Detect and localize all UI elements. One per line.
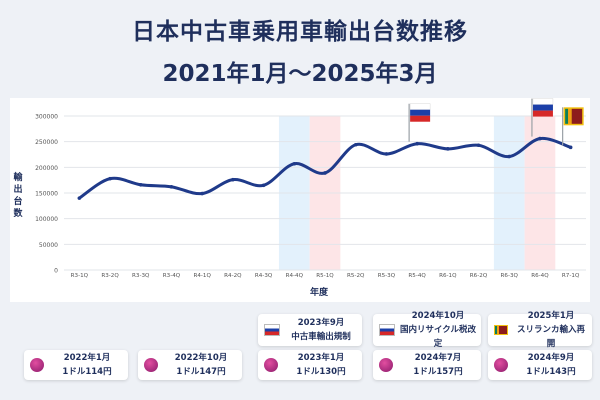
rate-value: 1ドル130円 (296, 367, 346, 377)
y-tick-label: 300000 (35, 114, 58, 121)
data-point (384, 152, 389, 156)
x-tick-label: R7-1Q (562, 273, 580, 279)
russia-flag-stripe-white (409, 103, 431, 110)
rate-value: 1ドル114円 (62, 367, 112, 377)
x-tick-label: R4-2Q (224, 273, 242, 279)
currency-icon (494, 358, 508, 372)
data-point (415, 141, 419, 146)
data-point (568, 145, 573, 150)
x-tick-label: R6-1Q (439, 273, 457, 279)
sri-lanka-flag-orange (568, 108, 572, 124)
event-card-srilanka: 2025年1月スリランカ輸入再開 (488, 311, 592, 349)
x-tick-label: R3-3Q (132, 273, 150, 279)
data-point (323, 171, 327, 175)
currency-icon (30, 358, 44, 372)
x-tick-label: R3-1Q (71, 273, 89, 279)
event-card-russia-regulation: 2023年9月 中古車輸出規制 (258, 314, 362, 346)
sri-lanka-flag-icon (494, 325, 508, 335)
event-desc: 中古車輸出規制 (291, 332, 351, 342)
x-tick-label: R4-1Q (193, 273, 211, 279)
russia-flag-stripe-blue (532, 104, 553, 111)
data-point (476, 143, 481, 148)
x-tick-label: R4-4Q (286, 273, 304, 279)
event-desc: スリランカ輸入再開 (516, 325, 585, 349)
event-card-russia-tax: 2024年10月国内リサイクル税改定 (373, 311, 481, 349)
data-point (261, 183, 266, 188)
x-tick-label: R3-2Q (101, 273, 119, 279)
x-axis-title: 年度 (310, 286, 329, 298)
russia-flag-stripe-white (532, 98, 554, 105)
x-tick-label: R6-3Q (501, 273, 519, 279)
y-tick-label: 50000 (39, 242, 58, 249)
data-point (231, 177, 235, 182)
data-point (353, 142, 358, 147)
event-desc: 国内リサイクル税改定 (399, 325, 477, 349)
sri-lanka-flag-maroon (571, 108, 583, 124)
data-point (446, 147, 450, 151)
y-axis-title-char: 台 (13, 195, 22, 207)
event-date: 2023年9月 (297, 318, 345, 328)
y-axis-title-char: 輸 (13, 171, 23, 183)
currency-icon (264, 358, 278, 372)
rate-date: 2022年1月 (63, 353, 111, 363)
event-date: 2025年1月 (527, 311, 575, 321)
currency-icon (379, 358, 393, 372)
chart-subtitle: 2021年1月～2025年3月 (162, 61, 438, 87)
rate-value: 1ドル143円 (526, 367, 576, 377)
russia-flag-icon (379, 324, 395, 336)
y-tick-label: 250000 (35, 139, 58, 146)
rate-value: 1ドル157円 (413, 367, 463, 377)
currency-icon (144, 358, 158, 372)
rate-card: 2024年7月 1ドル157円 (373, 350, 481, 380)
rate-date: 2023年1月 (297, 353, 345, 363)
russia-flag-icon (264, 324, 280, 336)
x-tick-label: R6-4Q (531, 273, 549, 279)
x-tick-label: R6-2Q (470, 273, 488, 279)
x-tick-label: R5-1Q (316, 273, 334, 279)
data-point (108, 176, 112, 181)
rate-date: 2024年7月 (414, 353, 462, 363)
x-tick-label: R3-4Q (163, 273, 181, 279)
x-tick-label: R5-3Q (378, 273, 396, 279)
rate-card: 2023年1月 1ドル130円 (258, 350, 362, 380)
data-point (538, 136, 542, 141)
y-axis-title-char: 出 (13, 183, 22, 195)
rate-value: 1ドル147円 (176, 367, 226, 377)
y-tick-label: 100000 (35, 216, 58, 223)
chart-title: 日本中古車乗用車輸出台数推移 (132, 19, 468, 45)
sri-lanka-flag-green (565, 108, 569, 124)
data-point (200, 191, 204, 196)
data-point (507, 154, 512, 159)
y-tick-label: 200000 (35, 165, 58, 172)
rate-card: 2024年9月 1ドル143円 (488, 350, 592, 380)
rate-date: 2024年9月 (527, 353, 575, 363)
data-point (169, 185, 174, 189)
russia-flag-stripe-red (532, 110, 553, 117)
russia-flag-stripe-red (410, 115, 431, 122)
data-point (138, 182, 143, 187)
x-tick-label: R5-4Q (408, 273, 426, 279)
x-tick-label: R5-2Q (347, 273, 365, 279)
rate-date: 2022年10月 (174, 353, 228, 363)
rate-card: 2022年10月 1ドル147円 (138, 350, 242, 380)
y-tick-label: 0 (54, 268, 58, 275)
y-tick-label: 150000 (35, 191, 58, 198)
data-point (292, 161, 297, 166)
data-point (77, 196, 82, 200)
rate-card: 2022年1月 1ドル114円 (24, 350, 128, 380)
russia-flag-stripe-blue (410, 109, 431, 116)
x-tick-label: R4-3Q (255, 273, 273, 279)
event-date: 2024年10月 (411, 311, 465, 321)
y-axis-title-char: 数 (13, 207, 23, 219)
